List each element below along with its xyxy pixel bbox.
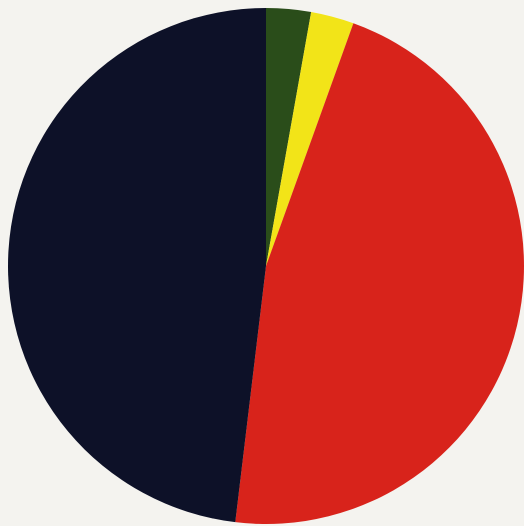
pie-slice-1 xyxy=(266,8,312,266)
pie-slice-2 xyxy=(266,11,354,266)
pie-slices xyxy=(8,8,524,524)
pie-slice-4 xyxy=(8,8,267,523)
pie-slice-3 xyxy=(235,23,524,524)
